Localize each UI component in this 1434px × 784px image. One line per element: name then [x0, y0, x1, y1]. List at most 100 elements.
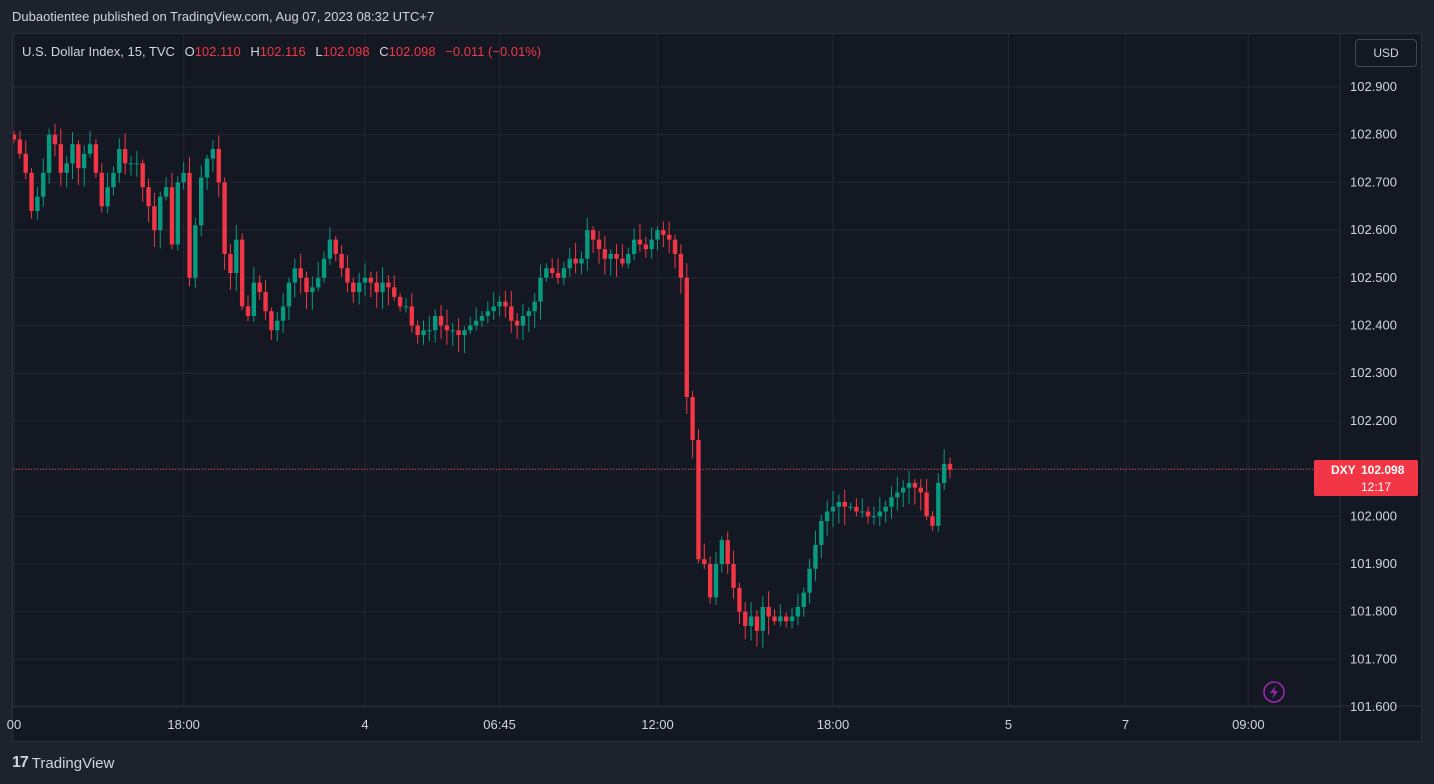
candle-body: [64, 163, 69, 173]
candle-body: [76, 144, 81, 169]
price-tick-label: 102.500: [1350, 270, 1397, 285]
candle-body: [415, 325, 420, 336]
candle-body: [731, 564, 736, 588]
candle-body: [555, 273, 561, 278]
candle-body: [450, 330, 455, 332]
price-tick-label: 102.400: [1350, 318, 1397, 333]
candle-body: [918, 487, 923, 493]
candle-body: [134, 163, 140, 165]
candlestick-series: [13, 123, 953, 648]
publisher-caption: Dubaotientee published on TradingView.co…: [12, 9, 435, 24]
candle-body: [672, 239, 678, 254]
lightning-icon[interactable]: [1263, 681, 1285, 703]
candle-body: [509, 306, 514, 321]
candle-body: [479, 315, 485, 321]
candle-body: [23, 153, 28, 173]
time-tick-label: 7: [1122, 717, 1129, 732]
candle-body: [29, 172, 34, 212]
grid-lines: [13, 34, 1421, 741]
candle-body: [128, 163, 134, 165]
candle-body: [421, 330, 426, 336]
candle-body: [269, 311, 274, 331]
candle-body: [146, 187, 151, 207]
candle-body: [193, 225, 198, 278]
price-tick-label: 101.900: [1350, 556, 1397, 571]
candle-body: [13, 134, 17, 140]
legend-high-label: H: [250, 44, 260, 59]
price-tick-label: 102.700: [1350, 174, 1397, 189]
candle-body: [122, 149, 128, 164]
candle-body: [596, 239, 602, 250]
candle-body: [643, 244, 648, 250]
candle-body: [620, 258, 625, 264]
price-tag-countdown: 12:17: [1361, 480, 1391, 494]
candle-body: [520, 315, 526, 326]
time-tick-label: 18:00: [167, 717, 200, 732]
currency-button[interactable]: USD: [1355, 39, 1417, 67]
candle-body: [298, 268, 303, 278]
candle-body: [275, 320, 280, 331]
candle-body: [362, 277, 368, 283]
candle-body: [327, 239, 333, 259]
legend-high: 102.116: [259, 44, 306, 59]
candle-body: [789, 616, 795, 622]
candle-body: [70, 144, 75, 164]
candle-body: [784, 616, 789, 622]
candle-body: [813, 544, 818, 569]
candle-body: [561, 268, 567, 278]
candle-body: [257, 282, 262, 293]
chart-frame[interactable]: [12, 33, 1422, 742]
chart-legend: U.S. Dollar Index, 15, TVC O102.110 H102…: [22, 44, 547, 59]
legend-symbol: U.S. Dollar Index, 15, TVC: [22, 44, 175, 59]
price-tag-ticker: DXY: [1331, 463, 1356, 477]
time-tick-label: 18:00: [817, 717, 850, 732]
price-tick-label: 102.300: [1350, 365, 1397, 380]
candle-body: [713, 564, 719, 598]
candle-body: [46, 134, 52, 173]
candle-body: [263, 292, 268, 312]
candle-body: [345, 268, 350, 283]
candle-body: [234, 239, 239, 274]
candle-body: [392, 287, 397, 297]
price-tag-price: 102.098: [1361, 463, 1405, 477]
candle-body: [117, 149, 122, 173]
price-tag: DXY 102.098 12:17: [1314, 460, 1418, 496]
candle-body: [707, 564, 713, 598]
candle-body: [801, 592, 806, 607]
candle-body: [725, 540, 730, 564]
candle-body: [304, 277, 309, 293]
candle-body: [941, 463, 947, 483]
tradingview-logo[interactable]: 17 TradingView: [12, 754, 114, 772]
candle-body: [140, 163, 145, 188]
candle-body: [778, 616, 783, 622]
candle-body: [316, 277, 321, 288]
legend-change: −0.011 (−0.01%): [445, 44, 542, 59]
candle-body: [403, 306, 409, 308]
legend-open-label: O: [184, 44, 195, 59]
candle-body: [310, 287, 315, 293]
candle-body: [854, 506, 859, 512]
candle-body: [526, 311, 531, 316]
candle-body: [877, 511, 882, 517]
candle-body: [17, 139, 23, 154]
candle-body: [216, 149, 221, 183]
time-tick-label: 00: [7, 717, 21, 732]
candle-body: [210, 149, 216, 159]
candle-body: [438, 315, 444, 326]
candle-body: [93, 144, 99, 173]
candle-body: [947, 463, 953, 470]
candle-body: [286, 282, 292, 307]
price-tick-label: 101.800: [1350, 604, 1397, 619]
candle-body: [702, 559, 707, 564]
candle-body: [58, 144, 63, 173]
candle-body: [444, 325, 450, 331]
candle-body: [87, 144, 93, 154]
candle-body: [719, 540, 725, 564]
candle-body: [830, 506, 836, 512]
candle-body: [169, 187, 175, 245]
candle-body: [819, 521, 824, 545]
price-tick-label: 102.900: [1350, 79, 1397, 94]
candle-body: [105, 187, 110, 207]
candle-body: [590, 230, 596, 240]
